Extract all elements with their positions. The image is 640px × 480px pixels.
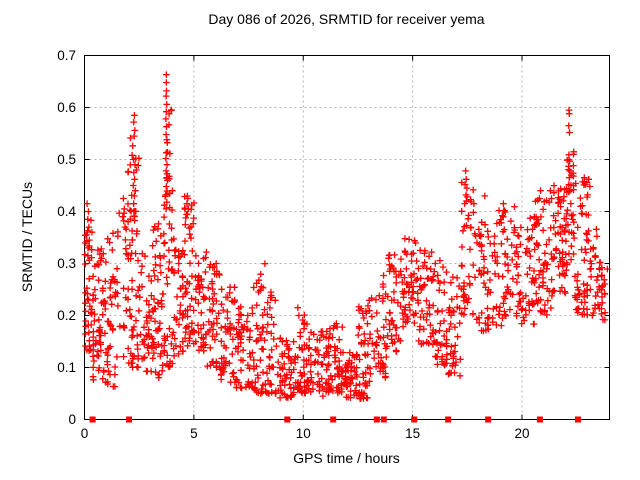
x-axis-title: GPS time / hours [293,450,400,466]
chart-title: Day 086 of 2026, SRMTID for receiver yem… [208,11,485,27]
baseline-flag-marker [284,416,291,423]
baseline-flag-marker [485,416,492,423]
y-tick-label: 0.3 [57,255,76,271]
x-tick-label: 5 [190,426,198,441]
y-tick-label: 0.4 [57,203,76,219]
y-axis-title: SRMTID / TECUs [19,181,35,293]
baseline-flag-marker [575,416,581,423]
y-tick-label: 0 [68,411,76,427]
baseline-flag-marker [411,416,418,423]
scatter-points [81,71,611,402]
baseline-flag-marker [330,416,337,423]
y-tick-label: 0.7 [57,47,76,63]
baseline-flag-marker [373,416,380,423]
baseline-flag-marker [536,416,543,423]
baseline-flag-marker [445,416,452,423]
baseline-flag-marker [380,416,387,423]
y-tick-label: 0.1 [57,359,76,375]
x-tick-label: 10 [295,426,311,441]
y-tick-label: 0.6 [57,99,76,115]
y-tick-label: 0.5 [57,151,76,167]
x-tick-label: 20 [514,426,530,441]
x-tick-label: 15 [405,426,421,441]
baseline-flag-marker [126,416,133,423]
baseline-flag-marker [89,416,96,423]
y-tick-label: 0.2 [57,307,76,323]
x-tick-label: 0 [80,426,89,441]
